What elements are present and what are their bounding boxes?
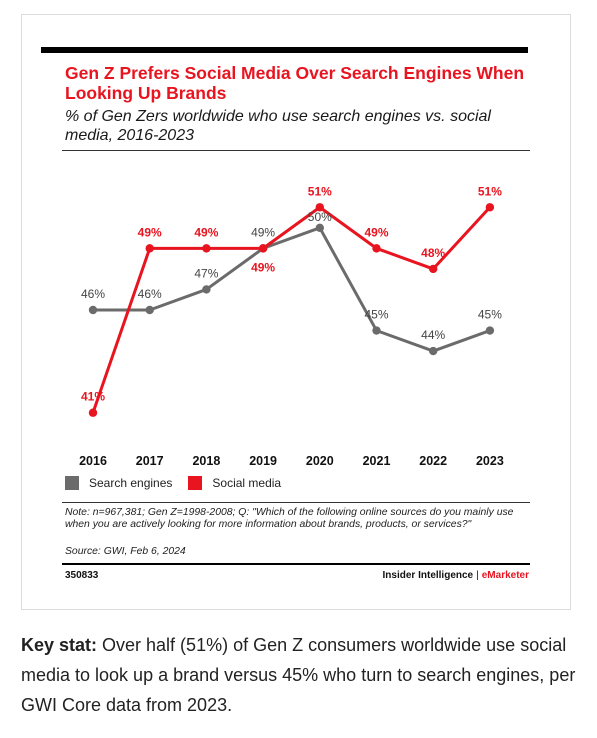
legend-label-social: Social media — [212, 476, 282, 490]
data-label-search-2017: 46% — [138, 287, 162, 301]
data-point-social-2019 — [258, 244, 268, 253]
data-label-search-2018: 47% — [194, 266, 218, 280]
brand-left: Insider Intelligence — [382, 570, 474, 581]
data-point-social-2023 — [485, 203, 495, 212]
title-top-rule — [41, 47, 528, 53]
legend: Search engines Social media — [65, 474, 297, 492]
data-point-search-2016 — [88, 305, 98, 315]
brand-right: eMarketer — [481, 570, 529, 581]
x-tick-label-2022: 2022 — [419, 454, 447, 468]
x-tick-label-2021: 2021 — [363, 454, 391, 468]
data-point-social-2022 — [429, 264, 438, 274]
data-label-search-2019: 49% — [251, 225, 275, 239]
data-point-search-2017 — [145, 305, 154, 315]
data-point-social-2017 — [145, 244, 154, 253]
data-label-social-2019: 49% — [251, 260, 275, 274]
data-label-search-2020: 50% — [308, 210, 332, 224]
series-line-search — [93, 226, 491, 353]
legend-label-search: Search engines — [89, 476, 173, 490]
x-tick-label-2023: 2023 — [476, 454, 504, 468]
data-point-social-2018 — [202, 244, 211, 253]
data-label-social-2018: 49% — [194, 225, 218, 239]
data-label-search-2022: 44% — [421, 328, 445, 342]
data-point-search-2022 — [429, 346, 438, 356]
x-tick-label-2019: 2019 — [249, 454, 277, 468]
legend-swatch-social — [188, 476, 203, 490]
data-label-search-2016: 46% — [81, 287, 105, 301]
legend-item-social: Social media — [188, 476, 281, 490]
data-point-search-2023 — [485, 326, 495, 335]
data-point-social-2021 — [372, 244, 381, 253]
data-label-social-2017: 49% — [138, 225, 162, 239]
data-point-search-2020 — [315, 223, 324, 233]
legend-swatch-search — [65, 476, 79, 490]
brand-separator: | — [476, 570, 479, 581]
bottom-rule — [62, 563, 530, 565]
data-point-search-2021 — [372, 326, 381, 335]
data-label-social-2021: 49% — [364, 225, 388, 239]
series-line-social — [91, 205, 492, 414]
chart-title: Gen Z Prefers Social Media Over Search E… — [65, 63, 525, 103]
data-label-social-2023: 51% — [478, 184, 502, 198]
brand-credit: Insider Intelligence | eMarketer — [383, 570, 529, 581]
x-tick-label-2016: 2016 — [79, 454, 107, 468]
data-label-social-2022: 48% — [421, 246, 445, 260]
chart-source: Source: GWI, Feb 6, 2024 — [65, 546, 186, 557]
subtitle-rule — [62, 150, 530, 151]
x-tick-label-2017: 2017 — [136, 454, 164, 468]
chart-subtitle: % of Gen Zers worldwide who use search e… — [65, 108, 491, 144]
data-point-social-2016 — [88, 408, 98, 417]
chart-note: Note: n=967,381; Gen Z=1998-2008; Q: "Wh… — [65, 507, 514, 530]
data-point-social-2020 — [315, 203, 324, 212]
key-stat-caption: Key stat: Over half (51%) of Gen Z consu… — [21, 630, 577, 720]
x-tick-label-2018: 2018 — [192, 454, 220, 468]
legend-item-search: Search engines — [65, 476, 172, 490]
key-stat-text: Over half (51%) of Gen Z consumers world… — [21, 635, 576, 715]
x-tick-label-2020: 2020 — [306, 454, 334, 468]
data-label-search-2021: 45% — [364, 308, 388, 322]
data-label-social-2020: 51% — [308, 184, 332, 198]
chart-id: 350833 — [65, 570, 99, 581]
data-label-social-2016: 41% — [81, 390, 105, 404]
key-stat-lead: Key stat: — [21, 635, 98, 655]
chart-card — [21, 14, 571, 610]
note-rule — [62, 502, 530, 503]
data-point-search-2018 — [202, 285, 211, 294]
data-label-search-2023: 45% — [478, 308, 502, 322]
